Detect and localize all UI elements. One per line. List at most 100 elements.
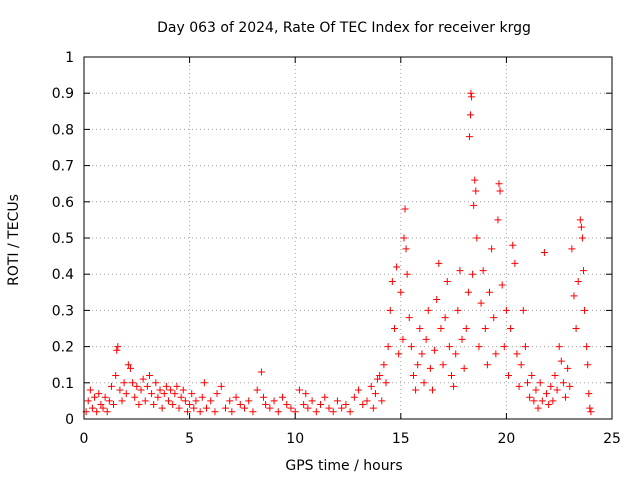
data-point [164, 397, 172, 405]
y-axis-label: ROTI / TECUs [6, 194, 22, 286]
data-point [154, 393, 162, 401]
data-point [202, 404, 210, 412]
data-point [338, 404, 346, 412]
data-point [515, 382, 523, 390]
data-point [584, 361, 592, 369]
data-point [426, 364, 434, 372]
x-tick-label: 25 [603, 431, 621, 447]
data-point [260, 393, 268, 401]
data-point [403, 270, 411, 278]
data-point [105, 397, 113, 405]
data-point [97, 401, 105, 409]
data-point [507, 325, 515, 332]
data-point [232, 393, 240, 401]
data-point [308, 397, 316, 405]
data-point [150, 401, 158, 409]
data-point [564, 364, 572, 372]
data-point [226, 397, 234, 405]
data-point [475, 343, 483, 351]
data-point [262, 401, 270, 409]
data-point [577, 223, 585, 231]
data-point [333, 397, 341, 405]
data-point [228, 408, 236, 416]
y-tick-label: 0.6 [52, 195, 74, 211]
data-point [445, 343, 453, 351]
data-point [437, 325, 445, 332]
data-point [490, 314, 498, 322]
data-point [450, 382, 458, 390]
data-point [536, 379, 544, 387]
labels-layer: 00.10.20.30.40.50.60.70.80.910 5 10 15 20 25 [52, 50, 621, 447]
data-point [543, 390, 551, 398]
data-point [287, 404, 295, 412]
data-point [470, 201, 478, 209]
data-point [488, 245, 496, 253]
data-point [190, 404, 198, 412]
data-point [114, 343, 122, 351]
data-point [217, 382, 225, 390]
data-point [200, 379, 208, 387]
data-point [152, 379, 160, 387]
data-point [534, 404, 542, 412]
y-tick-label: 0.3 [52, 303, 74, 319]
data-point [388, 277, 396, 285]
data-point [141, 397, 149, 405]
data-point [143, 382, 151, 390]
y-tick-label: 1 [65, 50, 74, 66]
y-tick-label: 0.7 [52, 159, 74, 175]
data-point [549, 397, 557, 405]
data-point [369, 404, 377, 412]
data-point [526, 393, 534, 401]
data-point [433, 296, 441, 304]
data-point [386, 306, 394, 314]
data-point [179, 386, 187, 394]
data-point [517, 361, 525, 369]
x-tick-label: 0 [80, 431, 89, 447]
data-point [245, 397, 253, 405]
points-layer [82, 89, 595, 416]
data-point [559, 379, 567, 387]
data-point [181, 397, 189, 405]
data-point [183, 408, 191, 416]
data-point [574, 277, 582, 285]
data-point [465, 133, 473, 141]
data-point [469, 270, 477, 278]
data-point [454, 306, 462, 314]
data-point [380, 361, 388, 369]
y-tick-label: 0.5 [52, 231, 74, 247]
data-point [376, 372, 384, 380]
data-point [495, 180, 503, 188]
data-point [175, 404, 183, 412]
data-point [418, 350, 426, 358]
data-point [422, 335, 430, 343]
data-point [509, 241, 517, 249]
data-point [118, 397, 126, 405]
data-point [129, 379, 137, 387]
data-point [156, 386, 164, 394]
data-point [188, 390, 196, 398]
data-point [103, 408, 111, 416]
data-point [300, 401, 308, 409]
data-point [363, 397, 371, 405]
data-point [113, 346, 121, 354]
data-point [486, 288, 494, 296]
data-point [253, 386, 261, 394]
data-point [479, 267, 487, 275]
data-point [270, 397, 278, 405]
data-point [329, 408, 337, 416]
data-point [494, 216, 502, 224]
data-point [120, 379, 128, 387]
data-point [460, 364, 468, 372]
data-point [441, 314, 449, 322]
data-point [431, 346, 439, 354]
data-point [519, 306, 527, 314]
x-tick-label: 10 [286, 431, 304, 447]
data-point [468, 93, 476, 101]
data-point [241, 404, 249, 412]
data-point [107, 382, 115, 390]
data-point [112, 372, 120, 380]
data-point [540, 248, 548, 256]
data-point [350, 393, 358, 401]
data-point [325, 404, 333, 412]
